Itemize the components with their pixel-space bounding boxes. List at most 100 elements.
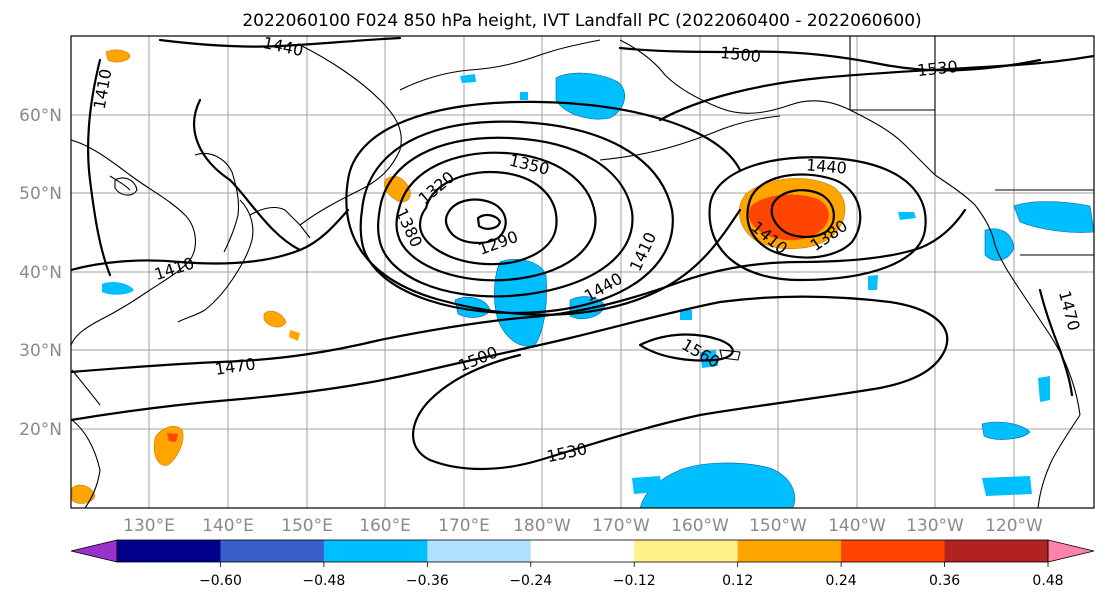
ivt-anomaly-bering-2 — [460, 74, 476, 83]
contour-1440-east — [708, 156, 927, 282]
colorbar-tick-label: 0.48 — [1032, 573, 1063, 589]
coast-sakhalin — [194, 153, 240, 253]
colorbar: −0.60 −0.48 −0.36 −0.24 −0.12 0.12 0.24 0.36 0.4… — [70, 539, 1095, 589]
coast-lake — [114, 177, 138, 196]
contour-1530-north — [658, 54, 1094, 122]
height-contours — [71, 36, 1094, 471]
lat-label: 30°N — [19, 341, 62, 361]
ivt-anomaly-nw — [105, 49, 131, 63]
coast-asia-mainland — [71, 139, 196, 346]
contour-1560 — [638, 333, 734, 362]
colorbar-segment — [427, 540, 532, 562]
colorbar-segment — [737, 540, 842, 562]
ivt-anomaly-offshore — [898, 212, 916, 220]
contour-1410-nw — [86, 58, 112, 277]
lon-label: 160°E — [359, 516, 411, 536]
ivt-anomaly-hawaii — [700, 350, 718, 368]
map-frame — [70, 35, 1095, 509]
coast-japan — [177, 199, 254, 323]
coast-kamchatka — [299, 44, 402, 191]
lat-label: 60°N — [19, 106, 62, 126]
ivt-anomaly-small-c — [520, 92, 528, 100]
colorbar-tick-label: −0.36 — [406, 573, 449, 589]
lat-label: 20°N — [19, 420, 62, 440]
lat-label: 40°N — [19, 263, 62, 283]
contour-1440-nw — [158, 36, 402, 48]
map-panel: 1440 1500 1530 1410 1350 1320 1380 1290 … — [70, 35, 1095, 509]
contour-1410-far-west — [71, 208, 350, 272]
ivt-anomaly-baja — [1038, 376, 1050, 402]
lon-label: 170°E — [438, 516, 490, 536]
colorbar-extend-low — [70, 539, 118, 563]
border-us-canada — [995, 189, 1094, 256]
colorbar-segment — [117, 540, 221, 562]
lon-label: 150°W — [749, 516, 807, 536]
contour-label: 1500 — [719, 43, 761, 66]
coast-west-america — [934, 174, 1081, 416]
contour-1440-south — [345, 178, 742, 316]
colorbar-segment — [841, 540, 946, 562]
lon-label: 180°W — [513, 516, 571, 536]
contour-1500-north — [618, 46, 1042, 72]
coast-misc — [109, 175, 131, 191]
ivt-anomaly-offshore-2 — [868, 275, 878, 290]
coast-chukotka — [399, 39, 601, 91]
ivt-anomaly-small-1 — [263, 310, 287, 328]
coast-aleutian-chain — [599, 115, 781, 161]
ivt-anomaly-mexico-2 — [982, 476, 1032, 496]
map-title: 2022060100 F024 850 hPa height, IVT Land… — [242, 11, 921, 31]
colorbar-extend-high — [1047, 539, 1095, 563]
coast-philippines — [71, 419, 101, 508]
contour-1320 — [418, 171, 558, 266]
coast-alaska — [619, 39, 936, 176]
latitude-labels: 60°N 50°N 40°N 30°N 20°N — [19, 106, 62, 440]
colorbar-tick-label: −0.24 — [509, 573, 552, 589]
contour-1470-coast — [1038, 288, 1074, 397]
contour-1290-inner — [476, 213, 502, 230]
lon-label: 120°W — [985, 516, 1043, 536]
lon-label: 140°W — [828, 516, 886, 536]
colorbar-segment — [220, 540, 325, 562]
ivt-anomaly-south-2 — [632, 476, 662, 494]
colorbar-tick-label: 0.24 — [826, 573, 857, 589]
lon-label: 130°W — [906, 516, 964, 536]
longitude-labels: 130°E 140°E 150°E 160°E 170°E 180°W 170°… — [123, 516, 1043, 536]
colorbar-tick-label: 0.36 — [929, 573, 960, 589]
ivt-anomaly-nw-america — [1013, 201, 1094, 233]
lat-label: 50°N — [19, 184, 62, 204]
ivt-anomaly-mexico — [981, 421, 1031, 440]
ivt-anomaly-core — [748, 194, 829, 241]
coast-mexico — [1037, 414, 1081, 508]
lon-label: 150°E — [281, 516, 333, 536]
coast-aleutian-west — [299, 189, 361, 226]
colorbar-tick-label: 0.12 — [722, 573, 753, 589]
contour-1290-low — [444, 198, 507, 244]
contour-1440-north — [346, 100, 742, 182]
contour-1350 — [395, 151, 597, 282]
lon-label: 160°W — [671, 516, 729, 536]
lon-label: 170°W — [592, 516, 650, 536]
border-alaska-canada — [849, 36, 936, 175]
colorbar-segment — [944, 540, 1049, 562]
contour-label: 1440 — [805, 155, 847, 177]
contour-1530 — [412, 353, 882, 471]
lon-label: 140°E — [202, 516, 254, 536]
ivt-anomaly-small-2 — [289, 330, 300, 341]
coast-kurils — [249, 206, 311, 239]
contour-1380-west — [377, 136, 634, 298]
contour-1410-east — [746, 173, 862, 259]
ivt-positive-shading — [71, 49, 846, 504]
ivt-anomaly-small-b — [680, 310, 692, 320]
colorbar-segment — [323, 540, 428, 562]
colorbar-tick-label: −0.48 — [302, 573, 345, 589]
ivt-anomaly-philippine-core — [167, 433, 178, 442]
colorbar-segment — [530, 540, 635, 562]
colorbar-tick-label: −0.12 — [613, 573, 656, 589]
ivt-anomaly-korea — [102, 282, 134, 295]
contour-label: 1530 — [916, 57, 958, 80]
colorbar-segment — [634, 540, 739, 562]
contour-1470 — [71, 208, 967, 374]
ivt-anomaly-south-edge — [71, 484, 96, 504]
contour-1500 — [71, 295, 949, 422]
